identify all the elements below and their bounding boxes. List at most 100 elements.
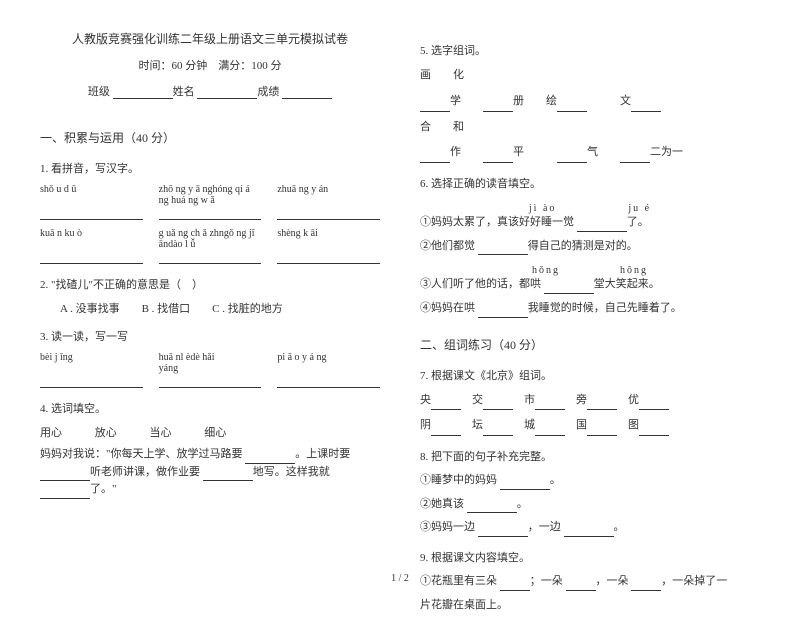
pinyin: huā nl èdè hǎiyáng	[159, 352, 262, 374]
answer-blank[interactable]	[40, 487, 90, 499]
grade-blank[interactable]	[282, 87, 332, 99]
answer-blank[interactable]	[277, 252, 380, 264]
q6-title: 6. 选择正确的读音填空。	[420, 175, 760, 191]
q2-options: A . 没事找事 B . 找借口 C . 找脏的地方	[60, 300, 380, 316]
pinyin: zhuā ng y án	[277, 184, 380, 206]
answer-blank[interactable]	[203, 469, 253, 481]
q8-l3: ③妈妈一边 ，一边 。	[420, 519, 760, 537]
answer-blank[interactable]	[245, 452, 295, 464]
pinyin: shǒ u d ū	[40, 184, 143, 206]
name-label: 姓名	[173, 86, 195, 98]
q5-line2b: 作 平 气 二为一	[420, 143, 760, 163]
answer-blank[interactable]	[483, 151, 513, 163]
answer-blank[interactable]	[159, 252, 262, 264]
q1-title: 1. 看拼音，写汉字。	[40, 160, 380, 176]
word-opt: 用心	[40, 427, 62, 439]
q7-title: 7. 根据课文《北京》组词。	[420, 367, 760, 383]
answer-blank[interactable]	[483, 424, 513, 436]
time-value: 60 分钟	[172, 60, 208, 72]
q5-line2: 合 和	[420, 118, 760, 138]
answer-blank[interactable]	[500, 478, 550, 490]
answer-blank[interactable]	[277, 376, 380, 388]
time-label: 时间：	[139, 60, 172, 72]
q5-title: 5. 选字组词。	[420, 42, 760, 58]
answer-blank[interactable]	[467, 501, 517, 513]
answer-blank[interactable]	[587, 398, 617, 410]
pinyin: pi ā o y á ng	[277, 352, 380, 374]
score-label: 满分：	[218, 60, 251, 72]
q8-l2: ②她真该 。	[420, 496, 760, 514]
q5-line1b: 学 册 绘 文	[420, 92, 760, 112]
q5-line1: 画 化	[420, 66, 760, 86]
pinyin: bèi j ǐng	[40, 352, 143, 374]
answer-blank[interactable]	[564, 525, 614, 537]
pinyin: g uǎ ng ch ǎ zhngǒ ng jī āndào l ǚ	[159, 228, 262, 250]
answer-blank[interactable]	[557, 100, 587, 112]
answer-blank[interactable]	[40, 252, 143, 264]
q8-l1: ①睡梦中的妈妈 。	[420, 472, 760, 490]
q6-l2: ②他们都觉 得自己的猜测是对的。	[420, 238, 760, 256]
q1-blank-row1	[40, 208, 380, 220]
answer-blank[interactable]	[620, 151, 650, 163]
class-label: 班级	[88, 86, 110, 98]
answer-blank[interactable]	[431, 398, 461, 410]
answer-blank[interactable]	[535, 398, 565, 410]
answer-blank[interactable]	[639, 424, 669, 436]
q9-title: 9. 根据课文内容填空。	[420, 549, 760, 565]
student-info: 班级 姓名 成绩	[40, 83, 380, 99]
grade-label: 成绩	[257, 86, 279, 98]
answer-blank[interactable]	[483, 398, 513, 410]
q6-pinyin2: hǒng hōng	[420, 261, 760, 276]
word-opt: 细心	[204, 427, 226, 439]
answer-blank[interactable]	[587, 424, 617, 436]
q1-blank-row2	[40, 252, 380, 264]
answer-blank[interactable]	[577, 220, 627, 232]
answer-blank[interactable]	[40, 208, 143, 220]
q2-title: 2. "找碴儿"不正确的意思是（ ）	[40, 276, 380, 292]
q4-title: 4. 选词填空。	[40, 400, 380, 416]
answer-blank[interactable]	[478, 525, 528, 537]
page-number: 1 / 2	[0, 573, 800, 584]
exam-title: 人教版竞赛强化训练二年级上册语文三单元模拟试卷	[40, 30, 380, 47]
q6-l1: ①妈妈太累了，真该好好睡一觉 了。	[420, 214, 760, 232]
exam-meta: 时间：60 分钟 满分：100 分	[40, 57, 380, 73]
answer-blank[interactable]	[544, 282, 594, 294]
answer-blank[interactable]	[40, 376, 143, 388]
class-blank[interactable]	[113, 87, 173, 99]
pinyin: kuā n ku ò	[40, 228, 143, 250]
pinyin: shèng k āi	[277, 228, 380, 250]
q3-title: 3. 读一读，写一写	[40, 328, 380, 344]
q7-row1: 央 交 市 旁 优	[420, 391, 760, 411]
answer-blank[interactable]	[639, 398, 669, 410]
q3-blank-row	[40, 376, 380, 388]
q6-pinyin1: jì ào ju é	[420, 199, 760, 214]
q6-l3: ③人们听了他的话，都哄 堂大笑起来。	[420, 276, 760, 294]
answer-blank[interactable]	[420, 151, 450, 163]
q1-pinyin-row1: shǒ u d ū zhō ng y ā nghóng qí á ng huá …	[40, 184, 380, 206]
answer-blank[interactable]	[159, 376, 262, 388]
q8-title: 8. 把下面的句子补充完整。	[420, 448, 760, 464]
q7-row2: 阴 坛 城 国 图	[420, 416, 760, 436]
word-opt: 放心	[95, 427, 117, 439]
answer-blank[interactable]	[483, 100, 513, 112]
answer-blank[interactable]	[478, 306, 528, 318]
q3-pinyin-row: bèi j ǐng huā nl èdè hǎiyáng pi ā o y á …	[40, 352, 380, 374]
answer-blank[interactable]	[420, 100, 450, 112]
answer-blank[interactable]	[478, 243, 528, 255]
word-opt: 当心	[150, 427, 172, 439]
section-2-heading: 二、组词练习（40 分）	[420, 336, 760, 353]
q6-l4: ④妈妈在哄 我睡觉的时候，自己先睡着了。	[420, 300, 760, 318]
q9-l2: 片花瓣在桌面上。	[420, 597, 760, 615]
answer-blank[interactable]	[557, 151, 587, 163]
section-1-heading: 一、积累与运用（40 分）	[40, 129, 380, 146]
answer-blank[interactable]	[277, 208, 380, 220]
score-value: 100 分	[251, 60, 281, 72]
q4-text: 妈妈对我说："你每天上学、放学过马路要 。上课时要 听老师讲课，做作业要 地写。…	[40, 446, 380, 499]
answer-blank[interactable]	[431, 424, 461, 436]
answer-blank[interactable]	[631, 100, 661, 112]
answer-blank[interactable]	[40, 469, 90, 481]
pinyin: zhō ng y ā nghóng qí á ng huá ng w ǎ	[159, 184, 262, 206]
answer-blank[interactable]	[535, 424, 565, 436]
answer-blank[interactable]	[159, 208, 262, 220]
name-blank[interactable]	[197, 87, 257, 99]
